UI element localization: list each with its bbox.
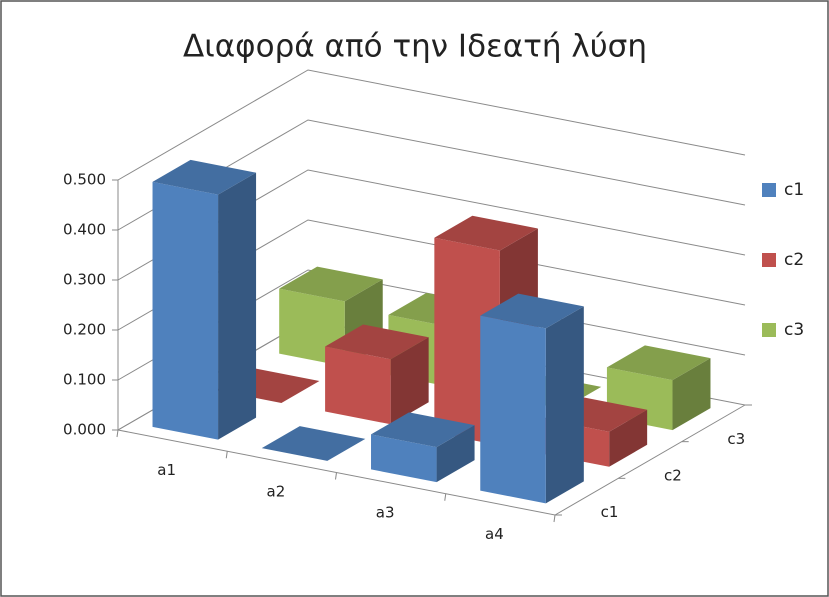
legend-label: c2 [784,250,804,270]
legend-swatch [762,253,776,267]
bar-top [325,324,429,360]
bar-side [672,358,711,431]
x-tick [444,493,447,501]
x-tick [116,429,119,438]
bar-top [606,345,711,381]
bar-top [371,412,475,448]
legend-swatch [762,183,776,197]
y-tick-label: 0.100 [63,371,106,389]
x-tick [335,472,337,480]
grid-line [117,69,746,181]
x-tick [225,451,228,459]
z-tick-label: c3 [727,430,745,448]
y-tick-label: 0.300 [63,271,106,289]
bar-side [545,306,584,504]
bar-top [279,266,383,302]
y-tick-label: 0.400 [63,221,106,239]
bar [325,346,391,425]
legend-label: c3 [784,320,804,340]
z-tick-label: c2 [664,467,682,485]
z-tick-label: c1 [601,503,619,521]
bar-top [152,159,257,195]
bar-side [390,337,429,425]
y-tick-label: 0.200 [63,321,106,339]
chart-title: Διαφορά από την Ιδεατή λύση [183,29,647,65]
bar [152,181,219,440]
x-tick-label: a1 [157,461,176,479]
bar-top [480,293,584,329]
bar-top [261,426,366,461]
bar-side [609,409,648,467]
x-tick-label: a4 [485,525,504,543]
x-tick-label: a3 [376,504,395,522]
legend-label: c1 [784,180,804,200]
y-tick-label: 0.000 [63,421,106,439]
bar-side [218,172,257,440]
bar [480,315,546,504]
x-tick [553,514,556,523]
y-tick-label: 0.500 [63,171,106,189]
bar-top [434,215,538,251]
x-tick-label: a2 [267,482,286,500]
bar [371,434,437,483]
legend-swatch [762,323,776,337]
bar-side [436,425,475,483]
